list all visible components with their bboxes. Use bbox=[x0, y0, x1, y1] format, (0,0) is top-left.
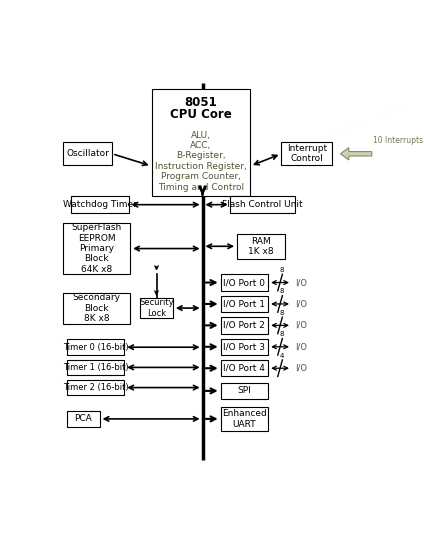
Text: 8: 8 bbox=[279, 331, 284, 338]
Text: SuperFlash
EEPROM
Primary
Block
64K x8: SuperFlash EEPROM Primary Block 64K x8 bbox=[71, 223, 122, 274]
Bar bbox=[140, 298, 173, 318]
Bar bbox=[237, 234, 285, 258]
Text: PCA: PCA bbox=[74, 415, 92, 423]
Text: I/O Port 1: I/O Port 1 bbox=[223, 300, 265, 309]
Text: Enhanced
UART: Enhanced UART bbox=[222, 409, 267, 429]
Text: Flash Control Unit: Flash Control Unit bbox=[222, 200, 303, 209]
Text: ALU,
ACC,
B-Register,
Instruction Register,
Program Counter,
Timing and Control: ALU, ACC, B-Register, Instruction Regist… bbox=[155, 131, 247, 192]
Bar bbox=[220, 339, 268, 355]
Text: I/O Port 3: I/O Port 3 bbox=[223, 342, 265, 351]
Text: Secondary
Block
8K x8: Secondary Block 8K x8 bbox=[73, 293, 120, 323]
Text: 4: 4 bbox=[279, 353, 284, 359]
Text: Interrupt
Control: Interrupt Control bbox=[287, 144, 327, 164]
Text: SPI: SPI bbox=[237, 386, 251, 395]
Text: 8: 8 bbox=[279, 267, 284, 273]
Bar bbox=[220, 317, 268, 334]
Text: I/O Port 4: I/O Port 4 bbox=[223, 364, 265, 373]
Bar bbox=[231, 196, 295, 213]
Text: Timer 1 (16-bit): Timer 1 (16-bit) bbox=[63, 363, 128, 372]
Bar bbox=[67, 360, 124, 375]
Bar bbox=[220, 383, 268, 399]
Bar bbox=[67, 411, 100, 427]
Text: RAM
1K x8: RAM 1K x8 bbox=[248, 236, 273, 256]
Text: Timer 0 (16-bit): Timer 0 (16-bit) bbox=[63, 343, 128, 351]
Text: 8: 8 bbox=[279, 288, 284, 294]
Text: I/O: I/O bbox=[295, 278, 307, 287]
Bar bbox=[151, 89, 250, 196]
Bar bbox=[220, 407, 268, 431]
Text: Security
Lock: Security Lock bbox=[139, 299, 174, 318]
Text: 8: 8 bbox=[279, 310, 284, 316]
Text: Watchdog Timer: Watchdog Timer bbox=[63, 200, 137, 209]
Bar bbox=[67, 380, 124, 395]
Text: I/O: I/O bbox=[295, 321, 307, 330]
FancyArrow shape bbox=[340, 148, 372, 160]
Bar bbox=[63, 293, 130, 324]
Text: Oscillator: Oscillator bbox=[66, 149, 109, 158]
Text: I/O: I/O bbox=[295, 364, 307, 373]
Text: Timer 2 (16-bit): Timer 2 (16-bit) bbox=[63, 383, 128, 392]
Bar bbox=[282, 142, 332, 165]
Bar bbox=[67, 339, 124, 355]
Text: CPU Core: CPU Core bbox=[170, 108, 232, 121]
Bar bbox=[220, 296, 268, 312]
Bar bbox=[220, 274, 268, 291]
Bar bbox=[71, 196, 128, 213]
Bar bbox=[220, 360, 268, 377]
Text: 8051: 8051 bbox=[184, 96, 217, 109]
Text: 10 Interrupts: 10 Interrupts bbox=[374, 136, 424, 145]
Text: I/O: I/O bbox=[295, 342, 307, 351]
Text: I/O Port 2: I/O Port 2 bbox=[223, 321, 265, 330]
Bar bbox=[63, 223, 130, 274]
Text: I/O Port 0: I/O Port 0 bbox=[223, 278, 265, 287]
Text: I/O: I/O bbox=[295, 300, 307, 309]
Bar bbox=[63, 142, 112, 165]
